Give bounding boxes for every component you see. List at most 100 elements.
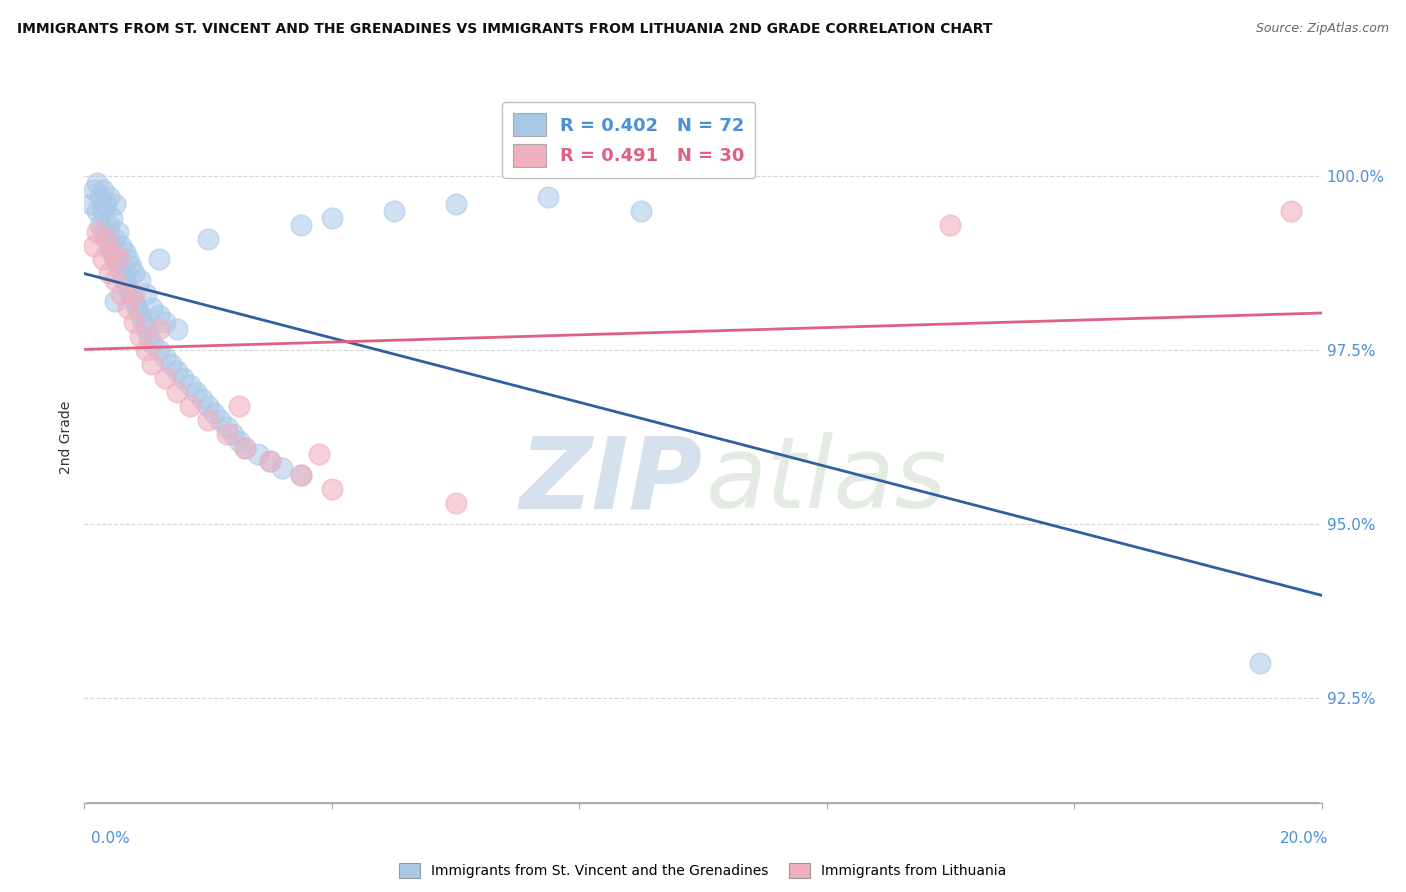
Text: ZIP: ZIP (520, 433, 703, 530)
Point (141, 336, 163, 351)
Point (86, 176, 108, 190)
Point (94, 196, 117, 211)
Point (89, 218, 111, 232)
Point (83, 238, 105, 252)
Point (141, 357, 163, 371)
Point (197, 231, 219, 245)
Point (228, 434, 250, 448)
Point (110, 238, 132, 252)
Point (259, 454, 281, 468)
Point (148, 322, 170, 336)
Point (98, 218, 121, 232)
Point (222, 426, 245, 441)
Point (107, 225, 129, 239)
Point (138, 329, 160, 343)
Point (94, 231, 117, 245)
Point (202, 406, 225, 420)
Point (321, 211, 343, 225)
Point (98, 238, 121, 252)
Point (290, 218, 312, 232)
Point (259, 454, 281, 468)
Point (321, 483, 343, 497)
Point (110, 287, 132, 301)
Point (153, 350, 176, 364)
Point (101, 211, 124, 225)
Point (98, 266, 121, 280)
Point (129, 329, 152, 343)
Point (86, 203, 108, 218)
Text: 0.0%: 0.0% (91, 831, 131, 846)
Point (197, 412, 219, 426)
Point (135, 287, 157, 301)
Point (166, 384, 188, 399)
Point (209, 412, 232, 426)
Point (166, 364, 188, 378)
Point (122, 287, 145, 301)
Point (104, 196, 127, 211)
Text: 20.0%: 20.0% (1281, 831, 1329, 846)
Point (191, 392, 214, 406)
Point (122, 294, 145, 309)
Point (215, 419, 238, 434)
Point (132, 315, 155, 329)
Point (104, 273, 127, 287)
Point (107, 252, 129, 267)
Point (246, 448, 269, 462)
Point (630, 203, 652, 218)
Point (179, 399, 201, 413)
Text: Source: ZipAtlas.com: Source: ZipAtlas.com (1256, 22, 1389, 36)
Point (290, 468, 312, 483)
Legend: Immigrants from St. Vincent and the Grenadines, Immigrants from Lithuania: Immigrants from St. Vincent and the Gren… (392, 856, 1014, 885)
Point (148, 252, 170, 267)
Point (179, 377, 201, 392)
Point (91, 203, 114, 218)
Point (89, 190, 111, 204)
Point (91, 225, 114, 239)
Point (308, 448, 330, 462)
Point (117, 280, 139, 294)
Point (382, 203, 405, 218)
Point (939, 218, 962, 232)
Point (79, 196, 101, 211)
Point (172, 371, 194, 385)
Point (148, 308, 170, 322)
Point (184, 384, 207, 399)
Point (153, 371, 176, 385)
Point (114, 273, 136, 287)
Point (141, 301, 163, 316)
Point (107, 260, 129, 274)
Point (101, 245, 124, 260)
Point (160, 357, 183, 371)
Point (135, 343, 157, 357)
Point (83, 183, 105, 197)
Point (197, 399, 219, 413)
Point (290, 468, 312, 483)
Point (1279, 203, 1302, 218)
Y-axis label: 2nd Grade: 2nd Grade (59, 401, 73, 474)
Point (117, 252, 139, 267)
Point (153, 315, 176, 329)
Point (148, 343, 170, 357)
Point (271, 461, 294, 475)
Point (120, 287, 142, 301)
Point (444, 196, 467, 211)
Point (129, 308, 152, 322)
Point (1249, 657, 1271, 671)
Point (215, 426, 238, 441)
Point (98, 190, 121, 204)
Point (94, 231, 117, 245)
Point (228, 399, 250, 413)
Point (135, 322, 157, 336)
Point (117, 301, 139, 316)
Point (101, 245, 124, 260)
Legend: R = 0.402   N = 72, R = 0.491   N = 30: R = 0.402 N = 72, R = 0.491 N = 30 (502, 103, 755, 178)
Point (125, 301, 148, 316)
Point (444, 496, 467, 510)
Point (91, 183, 114, 197)
Point (537, 190, 560, 204)
Point (233, 441, 256, 455)
Point (104, 252, 127, 267)
Point (104, 231, 127, 245)
Text: atlas: atlas (706, 433, 948, 530)
Point (122, 266, 145, 280)
